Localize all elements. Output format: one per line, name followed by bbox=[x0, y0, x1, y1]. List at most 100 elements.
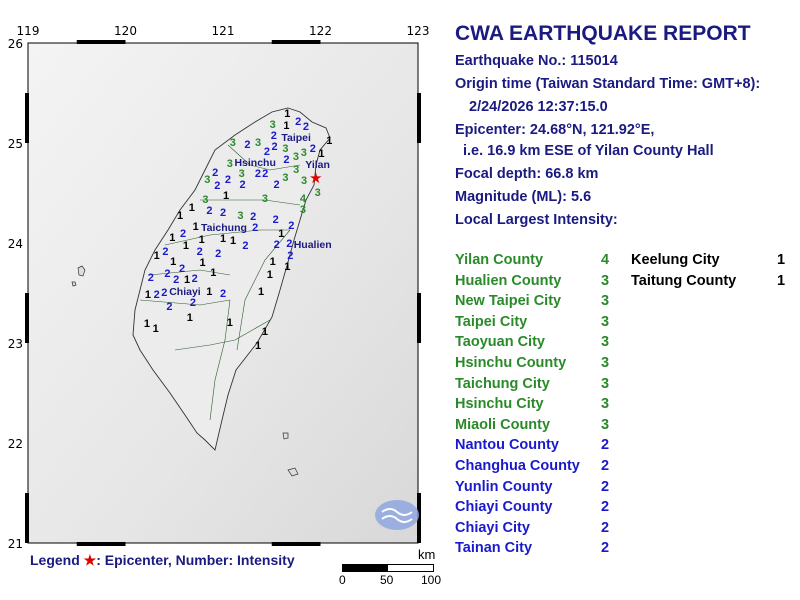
lat-tick-label: 24 bbox=[8, 237, 23, 251]
taiwan-island bbox=[132, 107, 331, 451]
lon-tick-label: 122 bbox=[309, 24, 332, 38]
station-intensity: 2 bbox=[192, 273, 198, 285]
intensity-value: 2 bbox=[601, 499, 610, 516]
station-intensity: 2 bbox=[295, 116, 301, 128]
lat-tick-label: 23 bbox=[8, 337, 23, 351]
station-intensity: 1 bbox=[184, 274, 190, 286]
station-intensity: 2 bbox=[262, 168, 268, 180]
frame-stripe bbox=[76, 40, 126, 44]
intensity-row: Nantou County 2 bbox=[455, 437, 609, 457]
station-intensity: 1 bbox=[206, 286, 212, 298]
intensity-label: Local Largest Intensity: bbox=[455, 212, 618, 228]
lon-tick-label: 123 bbox=[407, 24, 430, 38]
city-label: Hualien bbox=[294, 239, 332, 251]
station-intensity: 1 bbox=[144, 318, 150, 330]
epicenter: Epicenter: 24.68°N, 121.92°E, bbox=[455, 122, 655, 138]
station-intensity: 1 bbox=[267, 269, 273, 281]
station-intensity: 2 bbox=[240, 179, 246, 191]
station-intensity: 2 bbox=[220, 288, 226, 300]
station-intensity: 3 bbox=[227, 158, 233, 170]
intensity-value: 3 bbox=[601, 375, 610, 392]
county-boundaries bbox=[139, 144, 301, 421]
station-intensity: 2 bbox=[148, 272, 154, 284]
intensity-value: 1 bbox=[777, 252, 786, 268]
station-intensity: 2 bbox=[252, 222, 258, 234]
lon-tick-label: 120 bbox=[114, 24, 137, 38]
station-intensity: 3 bbox=[270, 119, 276, 131]
station-intensity: 3 bbox=[230, 137, 236, 149]
station-intensity: 3 bbox=[239, 168, 245, 180]
station-intensity: 1 bbox=[210, 267, 216, 279]
lat-tick-label: 22 bbox=[8, 437, 23, 451]
station-intensity: 2 bbox=[287, 250, 293, 262]
station-intensity: 1 bbox=[223, 190, 229, 202]
station-intensity: 2 bbox=[190, 297, 196, 309]
station-intensity: 3 bbox=[202, 194, 208, 206]
city-label: Taichung bbox=[201, 222, 247, 234]
intensity-row: Chiayi County 2 bbox=[455, 499, 609, 519]
station-intensity: 1 bbox=[230, 235, 236, 247]
station-intensity: 4 bbox=[300, 193, 307, 205]
station-intensity: 1 bbox=[227, 317, 233, 329]
focal-depth: Focal depth: 66.8 km bbox=[455, 166, 599, 182]
station-intensity: 2 bbox=[161, 287, 167, 299]
station-intensity: 1 bbox=[284, 261, 290, 273]
station-intensity: 2 bbox=[271, 130, 277, 142]
station-intensity: 2 bbox=[225, 174, 231, 186]
cwa-logo bbox=[375, 500, 419, 530]
station-intensity: 2 bbox=[242, 240, 248, 252]
intensity-row: New Taipei City 3 bbox=[455, 293, 609, 313]
offshore-islands bbox=[71, 265, 299, 477]
city-label: Hsinchu bbox=[234, 157, 275, 169]
city-label: Yilan bbox=[305, 159, 330, 171]
station-intensity: 3 bbox=[262, 193, 268, 205]
frame-stripe bbox=[76, 542, 126, 546]
station-intensity: 2 bbox=[215, 248, 221, 260]
station-intensity: 3 bbox=[301, 147, 307, 159]
station-intensity: 2 bbox=[206, 205, 212, 217]
intensity-value: 2 bbox=[601, 458, 610, 474]
station-intensity: 1 bbox=[318, 148, 324, 160]
station-intensity: 3 bbox=[293, 151, 299, 163]
station-intensity: 2 bbox=[288, 220, 294, 232]
station-intensity: 1 bbox=[189, 202, 195, 214]
station-intensity: 2 bbox=[264, 146, 270, 158]
epicenter-relative: i.e. 16.9 km ESE of Yilan County Hall bbox=[463, 143, 714, 159]
station-intensity: 2 bbox=[250, 211, 256, 223]
region-name: New Taipei City bbox=[455, 293, 562, 310]
intensity-row: Yilan County 4 bbox=[455, 252, 609, 272]
station-intensity: 2 bbox=[197, 246, 203, 258]
station-intensity: 1 bbox=[153, 323, 159, 335]
scale-label-100: 100 bbox=[421, 573, 442, 587]
station-intensity: 2 bbox=[180, 228, 186, 240]
intensity-row: Taichung City 3 bbox=[455, 376, 609, 396]
intensity-value: 3 bbox=[601, 396, 610, 413]
scale-label-50: 50 bbox=[380, 573, 394, 587]
station-intensity: 2 bbox=[154, 289, 160, 301]
region-name: Yunlin County bbox=[455, 478, 553, 495]
intensity-value: 1 bbox=[777, 272, 786, 289]
region-name: Hsinchu City bbox=[455, 396, 544, 413]
station-intensity: 2 bbox=[273, 214, 279, 226]
frame-stripe bbox=[271, 40, 321, 44]
station-intensity: 2 bbox=[179, 263, 185, 275]
scale-bar bbox=[342, 564, 434, 572]
report-title: CWA EARTHQUAKE REPORT bbox=[455, 22, 751, 45]
station-intensity: 2 bbox=[274, 179, 280, 191]
station-intensity: 1 bbox=[326, 135, 332, 147]
region-name: Hualien County bbox=[455, 272, 562, 289]
station-intensity: 3 bbox=[293, 164, 299, 176]
lon-tick-label: 119 bbox=[17, 24, 40, 38]
map-legend: Legend ★: Epicenter, Number: Intensity bbox=[30, 552, 295, 569]
region-name: Chiayi County bbox=[455, 499, 553, 516]
station-intensity: 2 bbox=[283, 154, 289, 166]
intensity-row: Chiayi City 2 bbox=[455, 520, 609, 540]
magnitude: Magnitude (ML): 5.6 bbox=[455, 189, 592, 205]
station-intensity: 2 bbox=[286, 238, 292, 250]
station-intensity: 3 bbox=[301, 175, 307, 187]
region-name: Keelung City bbox=[631, 252, 720, 268]
station-intensity: 2 bbox=[164, 268, 170, 280]
station-intensity: 1 bbox=[170, 256, 176, 268]
station-intensity: 2 bbox=[255, 168, 261, 180]
intensity-row: Taipei City 3 bbox=[455, 314, 609, 334]
